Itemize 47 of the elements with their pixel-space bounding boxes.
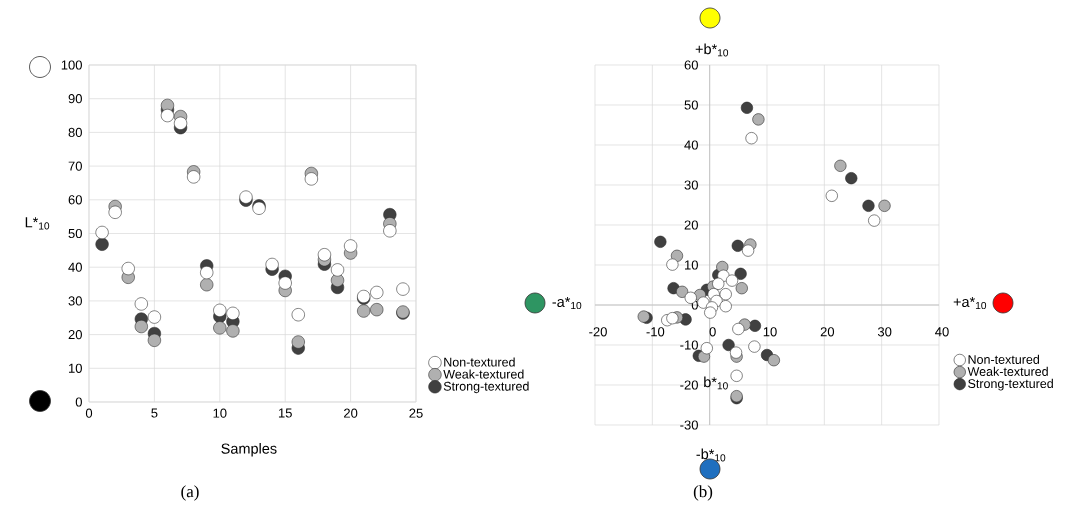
text: -a*$_{10}$ [552, 296, 582, 310]
legend-label: Strong-textured [443, 381, 529, 394]
y-tick-label: 40 [68, 262, 82, 272]
y-tick-label: -30 [680, 420, 698, 430]
x-tick-label: 40 [935, 327, 949, 337]
x-tick-label: 0 [709, 327, 716, 337]
y-tick-label: 30 [684, 180, 698, 190]
x-tick-label: 10 [763, 327, 777, 337]
legend-label: Non-textured [968, 354, 1039, 364]
y-tick-label: 70 [68, 161, 82, 171]
text: -b*$_{10}$ [696, 448, 726, 462]
legend-label: Weak-textured [967, 366, 1048, 376]
text: +b*$_{10}$ [695, 43, 729, 57]
x-tick-label: 30 [877, 327, 892, 337]
x-tick-label: 0 [85, 408, 93, 418]
y-tick-label: 100 [61, 60, 82, 70]
x-tick-label: 25 [409, 408, 423, 418]
y-tick-label: 10 [685, 260, 698, 270]
legend-label: Non-textured [444, 357, 515, 367]
y-tick-label: 60 [684, 60, 698, 70]
x-tick-label: -10 [646, 327, 665, 337]
x-tick-label: -20 [589, 327, 607, 337]
y-tick-label: 10 [69, 363, 82, 373]
x-tick-label: 5 [151, 408, 158, 418]
x-tick-label: 10 [213, 408, 227, 418]
y-tick-label: 50 [684, 100, 698, 110]
legend-label: Weak-textured [443, 369, 524, 379]
y-tick-label: 90 [68, 94, 82, 104]
y-axis-title: L*$_{10}$ [25, 217, 50, 230]
y-tick-label: 20 [684, 220, 698, 230]
y-tick-label: -20 [680, 380, 698, 390]
y-tick-label: 30 [68, 296, 82, 306]
y-tick-label: 40 [684, 140, 698, 150]
y-tick-label: 60 [68, 195, 82, 205]
text: (a) [181, 485, 199, 501]
legend-label: Strong-textured [968, 378, 1053, 391]
y-tick-label: 0 [75, 397, 82, 407]
text: (b) [693, 485, 713, 501]
y-tick-label: 50 [68, 228, 82, 239]
x-tick-label: 20 [820, 327, 835, 337]
x-tick-label: 15 [278, 408, 292, 418]
x-axis-title: Samples [221, 443, 277, 457]
x-tick-label: 20 [344, 408, 358, 418]
y-tick-label: 80 [68, 127, 82, 137]
y-tick-label: -10 [680, 340, 698, 350]
text: +a*$_{10}$ [953, 296, 987, 310]
annotation: b*$_{10}$ [704, 376, 728, 390]
